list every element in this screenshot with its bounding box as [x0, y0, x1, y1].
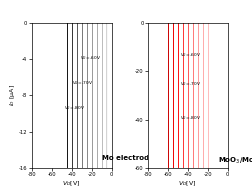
Text: $V_G$=-70V: $V_G$=-70V — [71, 80, 92, 87]
Text: $V_G$=-60V: $V_G$=-60V — [179, 52, 200, 59]
Text: $V_G$=-80V: $V_G$=-80V — [64, 104, 84, 112]
Text: $V_G$=-80V: $V_G$=-80V — [179, 115, 200, 122]
Text: $V_G$=-60V: $V_G$=-60V — [79, 54, 101, 62]
Text: MoO$_3$/Mo: MoO$_3$/Mo — [217, 156, 252, 166]
Y-axis label: $I_D$ [μA]: $I_D$ [μA] — [8, 84, 17, 106]
Text: $V_G$=-70V: $V_G$=-70V — [179, 81, 200, 88]
X-axis label: $V_D$[V]: $V_D$[V] — [178, 179, 196, 187]
Text: Mo electrode: Mo electrode — [101, 155, 153, 161]
X-axis label: $V_D$[V]: $V_D$[V] — [62, 179, 81, 187]
